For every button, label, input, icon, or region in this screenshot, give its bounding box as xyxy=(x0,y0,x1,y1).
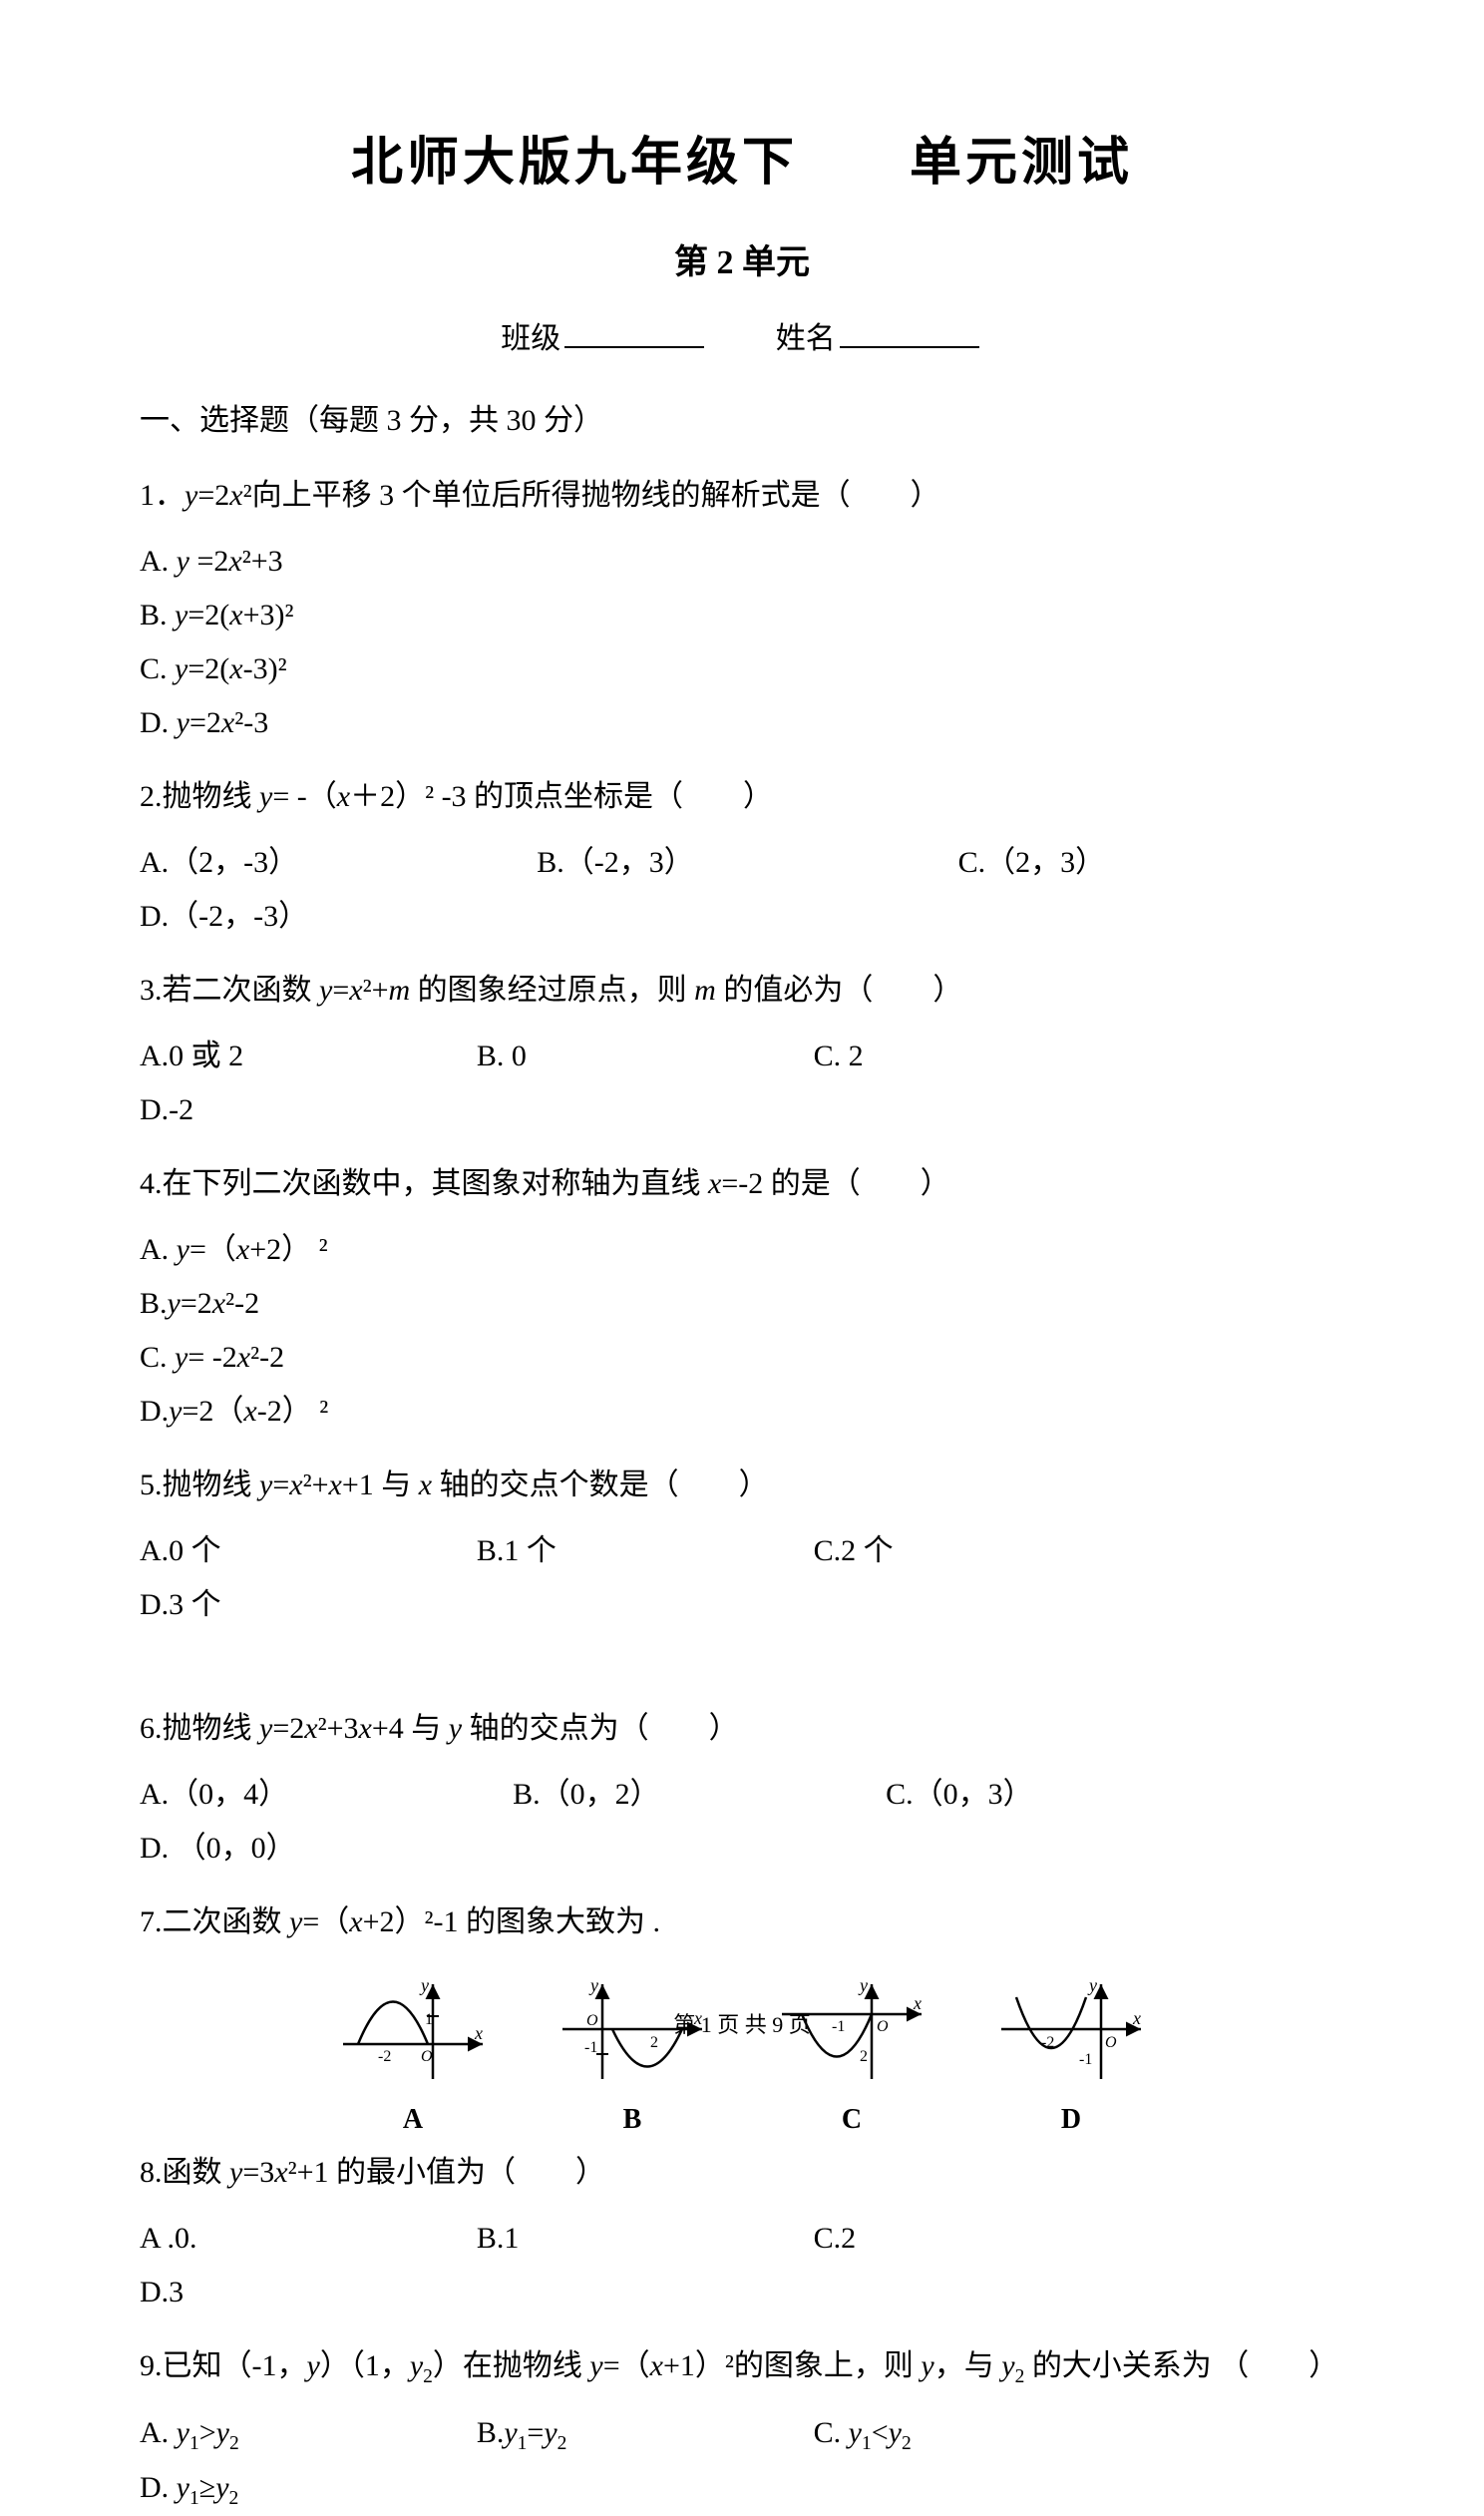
subtitle: 第 2 单元 xyxy=(140,234,1344,283)
section-1-header: 一、选择题（每题 3 分，共 30 分） xyxy=(140,397,1344,445)
question-8: 8.函数 y=3x²+1 的最小值为（ ） xyxy=(140,2146,1344,2200)
q3-opt-c: C. 2 xyxy=(814,1030,1091,1083)
q8-opt-a: A .0. xyxy=(140,2212,417,2266)
student-info: 班级 姓名 xyxy=(140,313,1344,357)
question-9: 9.已知（-1，y）（1，y2）在抛物线 y=（x+1）²的图象上，则 y，与 … xyxy=(140,2339,1344,2394)
q7-graphs: y x O 1 -2 A y x O -1 2 B y xyxy=(140,1969,1344,2136)
question-5: 5.抛物线 y=x²+x+1 与 x 轴的交点个数是（ ） xyxy=(140,1459,1344,1512)
q3-options: A.0 或 2 B. 0 C. 2 D.-2 xyxy=(140,1030,1344,1137)
q5-opt-d: D.3 个 xyxy=(140,1578,417,1632)
graph-a-label: A xyxy=(333,2104,493,2136)
q3-opt-b: B. 0 xyxy=(477,1030,754,1083)
class-label: 班级 xyxy=(501,322,560,355)
name-blank xyxy=(840,344,979,348)
q1-opt-d: D. y=2x²-3 xyxy=(140,696,694,750)
q2-opt-b: B.（-2，3） xyxy=(537,836,898,890)
graph-b-label: B xyxy=(553,2104,712,2136)
q1-opt-a: A. y =2x²+3 xyxy=(140,535,694,589)
question-1: 1．y=2x²向上平移 3 个单位后所得抛物线的解析式是（ ） xyxy=(140,469,1344,523)
q4-opt-d: D.y=2（x-2） ² xyxy=(140,1385,694,1439)
svg-text:-2: -2 xyxy=(378,2048,391,2065)
q9-opt-d: D. y1≥y2 xyxy=(140,2461,417,2516)
q1-mid: =2 xyxy=(197,479,229,512)
svg-text:y: y xyxy=(1087,1975,1097,1995)
q3-opt-a: A.0 或 2 xyxy=(140,1030,417,1083)
name-label: 姓名 xyxy=(776,322,836,355)
svg-text:-1: -1 xyxy=(1079,2051,1092,2068)
q5-opt-b: B.1 个 xyxy=(477,1524,754,1578)
q8-opt-c: C.2 xyxy=(814,2212,1091,2266)
svg-text:y: y xyxy=(858,1975,868,1995)
q1-pre: 1． xyxy=(140,479,185,512)
q1-opt-c: C. y=2(x-3)² xyxy=(140,642,694,696)
q4-opt-c: C. y= -2x²-2 xyxy=(140,1331,694,1385)
q3-opt-d: D.-2 xyxy=(140,1083,417,1137)
graph-c: y x O -1 2 C xyxy=(772,1969,931,2136)
q6-opt-a: A.（0，4） xyxy=(140,1768,453,1822)
q8-options: A .0. B.1 C.2 D.3 xyxy=(140,2212,1344,2319)
q1-options: A. y =2x²+3 B. y=2(x+3)² C. y=2(x-3)² D.… xyxy=(140,535,1344,750)
q9-opt-a: A. y1>y2 xyxy=(140,2406,417,2461)
q6-opt-b: B.（0，2） xyxy=(513,1768,826,1822)
svg-text:O: O xyxy=(421,2048,433,2065)
q2-opt-a: A.（2，-3） xyxy=(140,836,477,890)
graph-d: y x O -2 -1 D xyxy=(991,1969,1151,2136)
q1-post: ²向上平移 3 个单位后所得抛物线的解析式是（ ） xyxy=(243,479,940,512)
q9-opt-b: B.y1=y2 xyxy=(477,2406,754,2461)
question-2: 2.抛物线 y= -（x＋2）² -3 的顶点坐标是（ ） xyxy=(140,770,1344,824)
q4-opt-b: B.y=2x²-2 xyxy=(140,1277,694,1331)
q9-options: A. y1>y2 B.y1=y2 C. y1<y2 D. y1≥y2 xyxy=(140,2406,1344,2516)
q5-opt-a: A.0 个 xyxy=(140,1524,417,1578)
question-4: 4.在下列二次函数中，其图象对称轴为直线 x=-2 的是（ ） xyxy=(140,1157,1344,1211)
q9-opt-c: C. y1<y2 xyxy=(814,2406,1091,2461)
q8-opt-b: B.1 xyxy=(477,2212,754,2266)
graph-a: y x O 1 -2 A xyxy=(333,1969,493,2136)
question-7: 7.二次函数 y=（x+2）²-1 的图象大致为 . xyxy=(140,1895,1344,1949)
svg-text:2: 2 xyxy=(860,2048,868,2065)
q2-opt-c: C.（2，3） xyxy=(958,836,1224,890)
q8-opt-d: D.3 xyxy=(140,2266,417,2319)
question-3: 3.若二次函数 y=x²+m 的图象经过原点，则 m 的值必为（ ） xyxy=(140,964,1344,1018)
page-title: 北师大版九年级下 单元测试 xyxy=(140,120,1344,195)
q4-options: A. y=（x+2） ² B.y=2x²-2 C. y= -2x²-2 D.y=… xyxy=(140,1223,1344,1439)
q1-opt-b: B. y=2(x+3)² xyxy=(140,589,694,642)
svg-text:-1: -1 xyxy=(584,2039,597,2056)
q5-opt-c: C.2 个 xyxy=(814,1524,1091,1578)
class-blank xyxy=(564,344,704,348)
var-y: y xyxy=(185,479,197,512)
graph-d-label: D xyxy=(991,2104,1151,2136)
q4-opt-a: A. y=（x+2） ² xyxy=(140,1223,694,1277)
q6-opt-c: C.（0，3） xyxy=(886,1768,1199,1822)
page-footer: 第 1 页 共 9 页 xyxy=(0,2007,1484,2039)
graph-c-label: C xyxy=(772,2104,931,2136)
q6-opt-d: D. （0，0） xyxy=(140,1822,296,1876)
svg-text:y: y xyxy=(419,1975,429,1995)
q2-opt-d: D.（-2，-3） xyxy=(140,890,308,944)
var-x: x xyxy=(229,479,242,512)
graph-b: y x O -1 2 B xyxy=(553,1969,712,2136)
q2-options: A.（2，-3） B.（-2，3） C.（2，3） D.（-2，-3） xyxy=(140,836,1344,944)
question-6: 6.抛物线 y=2x²+3x+4 与 y 轴的交点为（ ） xyxy=(140,1702,1344,1756)
svg-text:y: y xyxy=(588,1975,598,1995)
q6-options: A.（0，4） B.（0，2） C.（0，3） D. （0，0） xyxy=(140,1768,1344,1876)
q5-options: A.0 个 B.1 个 C.2 个 D.3 个 xyxy=(140,1524,1344,1632)
